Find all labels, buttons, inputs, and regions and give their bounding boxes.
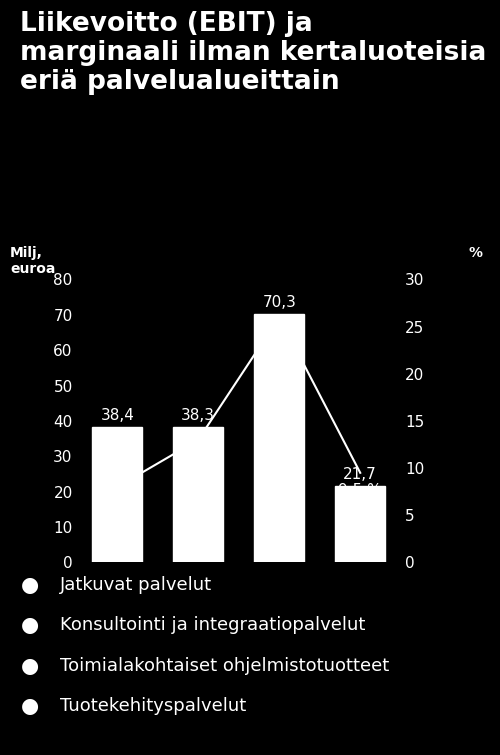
Text: 38,4: 38,4 xyxy=(100,408,134,423)
Bar xyxy=(254,313,304,562)
Text: ●: ● xyxy=(21,615,39,635)
Text: ●: ● xyxy=(21,696,39,716)
Text: 9,5 %: 9,5 % xyxy=(338,483,382,498)
Text: 38,3: 38,3 xyxy=(182,408,216,424)
Text: euroa: euroa xyxy=(10,261,56,276)
Text: Tuotekehityspalvelut: Tuotekehityspalvelut xyxy=(60,697,246,715)
Text: 21,7: 21,7 xyxy=(344,467,377,482)
Text: Milj,: Milj, xyxy=(10,246,43,260)
Text: ●: ● xyxy=(21,575,39,595)
Text: 70,3: 70,3 xyxy=(262,295,296,310)
Text: Konsultointi ja integraatiopalvelut: Konsultointi ja integraatiopalvelut xyxy=(60,616,366,634)
Text: Toimialakohtaiset ohjelmistotuotteet: Toimialakohtaiset ohjelmistotuotteet xyxy=(60,657,389,675)
Bar xyxy=(92,427,142,562)
Bar xyxy=(173,427,224,562)
Text: Liikevoitto (EBIT) ja
marginaali ilman kertaluoteisia
eriä palvelualueittain: Liikevoitto (EBIT) ja marginaali ilman k… xyxy=(20,11,486,95)
Text: ●: ● xyxy=(21,656,39,676)
Text: Jatkuvat palvelut: Jatkuvat palvelut xyxy=(60,576,212,594)
Text: %: % xyxy=(468,246,482,260)
Bar xyxy=(335,485,386,562)
